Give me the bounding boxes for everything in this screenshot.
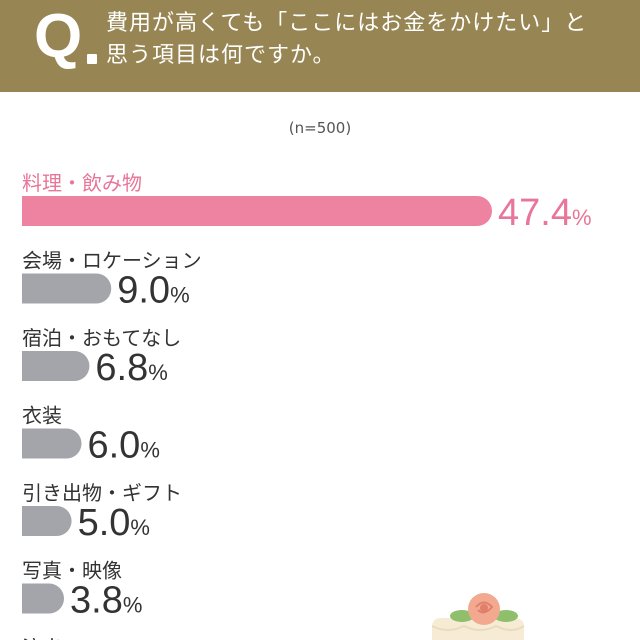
- category-label: 料理・飲み物: [22, 171, 142, 195]
- category-label: 写真・映像: [22, 559, 122, 583]
- bar-left-edge: [22, 583, 43, 614]
- bar-left-edge: [22, 506, 47, 536]
- category-label: 会場・ロケーション: [22, 249, 202, 273]
- question-mark-letter: Q: [34, 2, 83, 71]
- question-text: 費用が高くても「ここにはお金をかけたい」と 思う項目は何ですか。: [106, 8, 626, 72]
- question-line-1: 費用が高くても「ここにはお金をかけたい」と: [106, 11, 588, 36]
- question-line-2: 思う項目は何ですか。: [106, 43, 336, 68]
- data-label: 3.8%: [70, 580, 142, 622]
- category-label: 演出: [22, 636, 62, 640]
- question-mark-dot: [87, 54, 97, 64]
- data-label: 47.4%: [498, 192, 592, 234]
- category-label: 引き出物・ギフト: [22, 481, 182, 505]
- bar-left-edge: [22, 428, 52, 459]
- bar-left-edge: [22, 351, 52, 381]
- data-label: 6.8%: [95, 347, 167, 389]
- data-label: 5.0%: [78, 502, 150, 544]
- category-label: 宿泊・おもてなし: [22, 326, 181, 350]
- category-label: 衣装: [22, 404, 62, 428]
- bar-left-edge: [22, 196, 52, 226]
- data-label: 6.0%: [87, 425, 159, 467]
- cake-illustration: [431, 593, 525, 640]
- question-header: Q 費用が高くても「ここにはお金をかけたい」と 思う項目は何ですか。: [0, 0, 640, 92]
- bar: [22, 196, 492, 226]
- bar-left-edge: [22, 273, 52, 304]
- sample-size: (n=500): [288, 119, 352, 137]
- data-label: 9.0%: [117, 270, 189, 312]
